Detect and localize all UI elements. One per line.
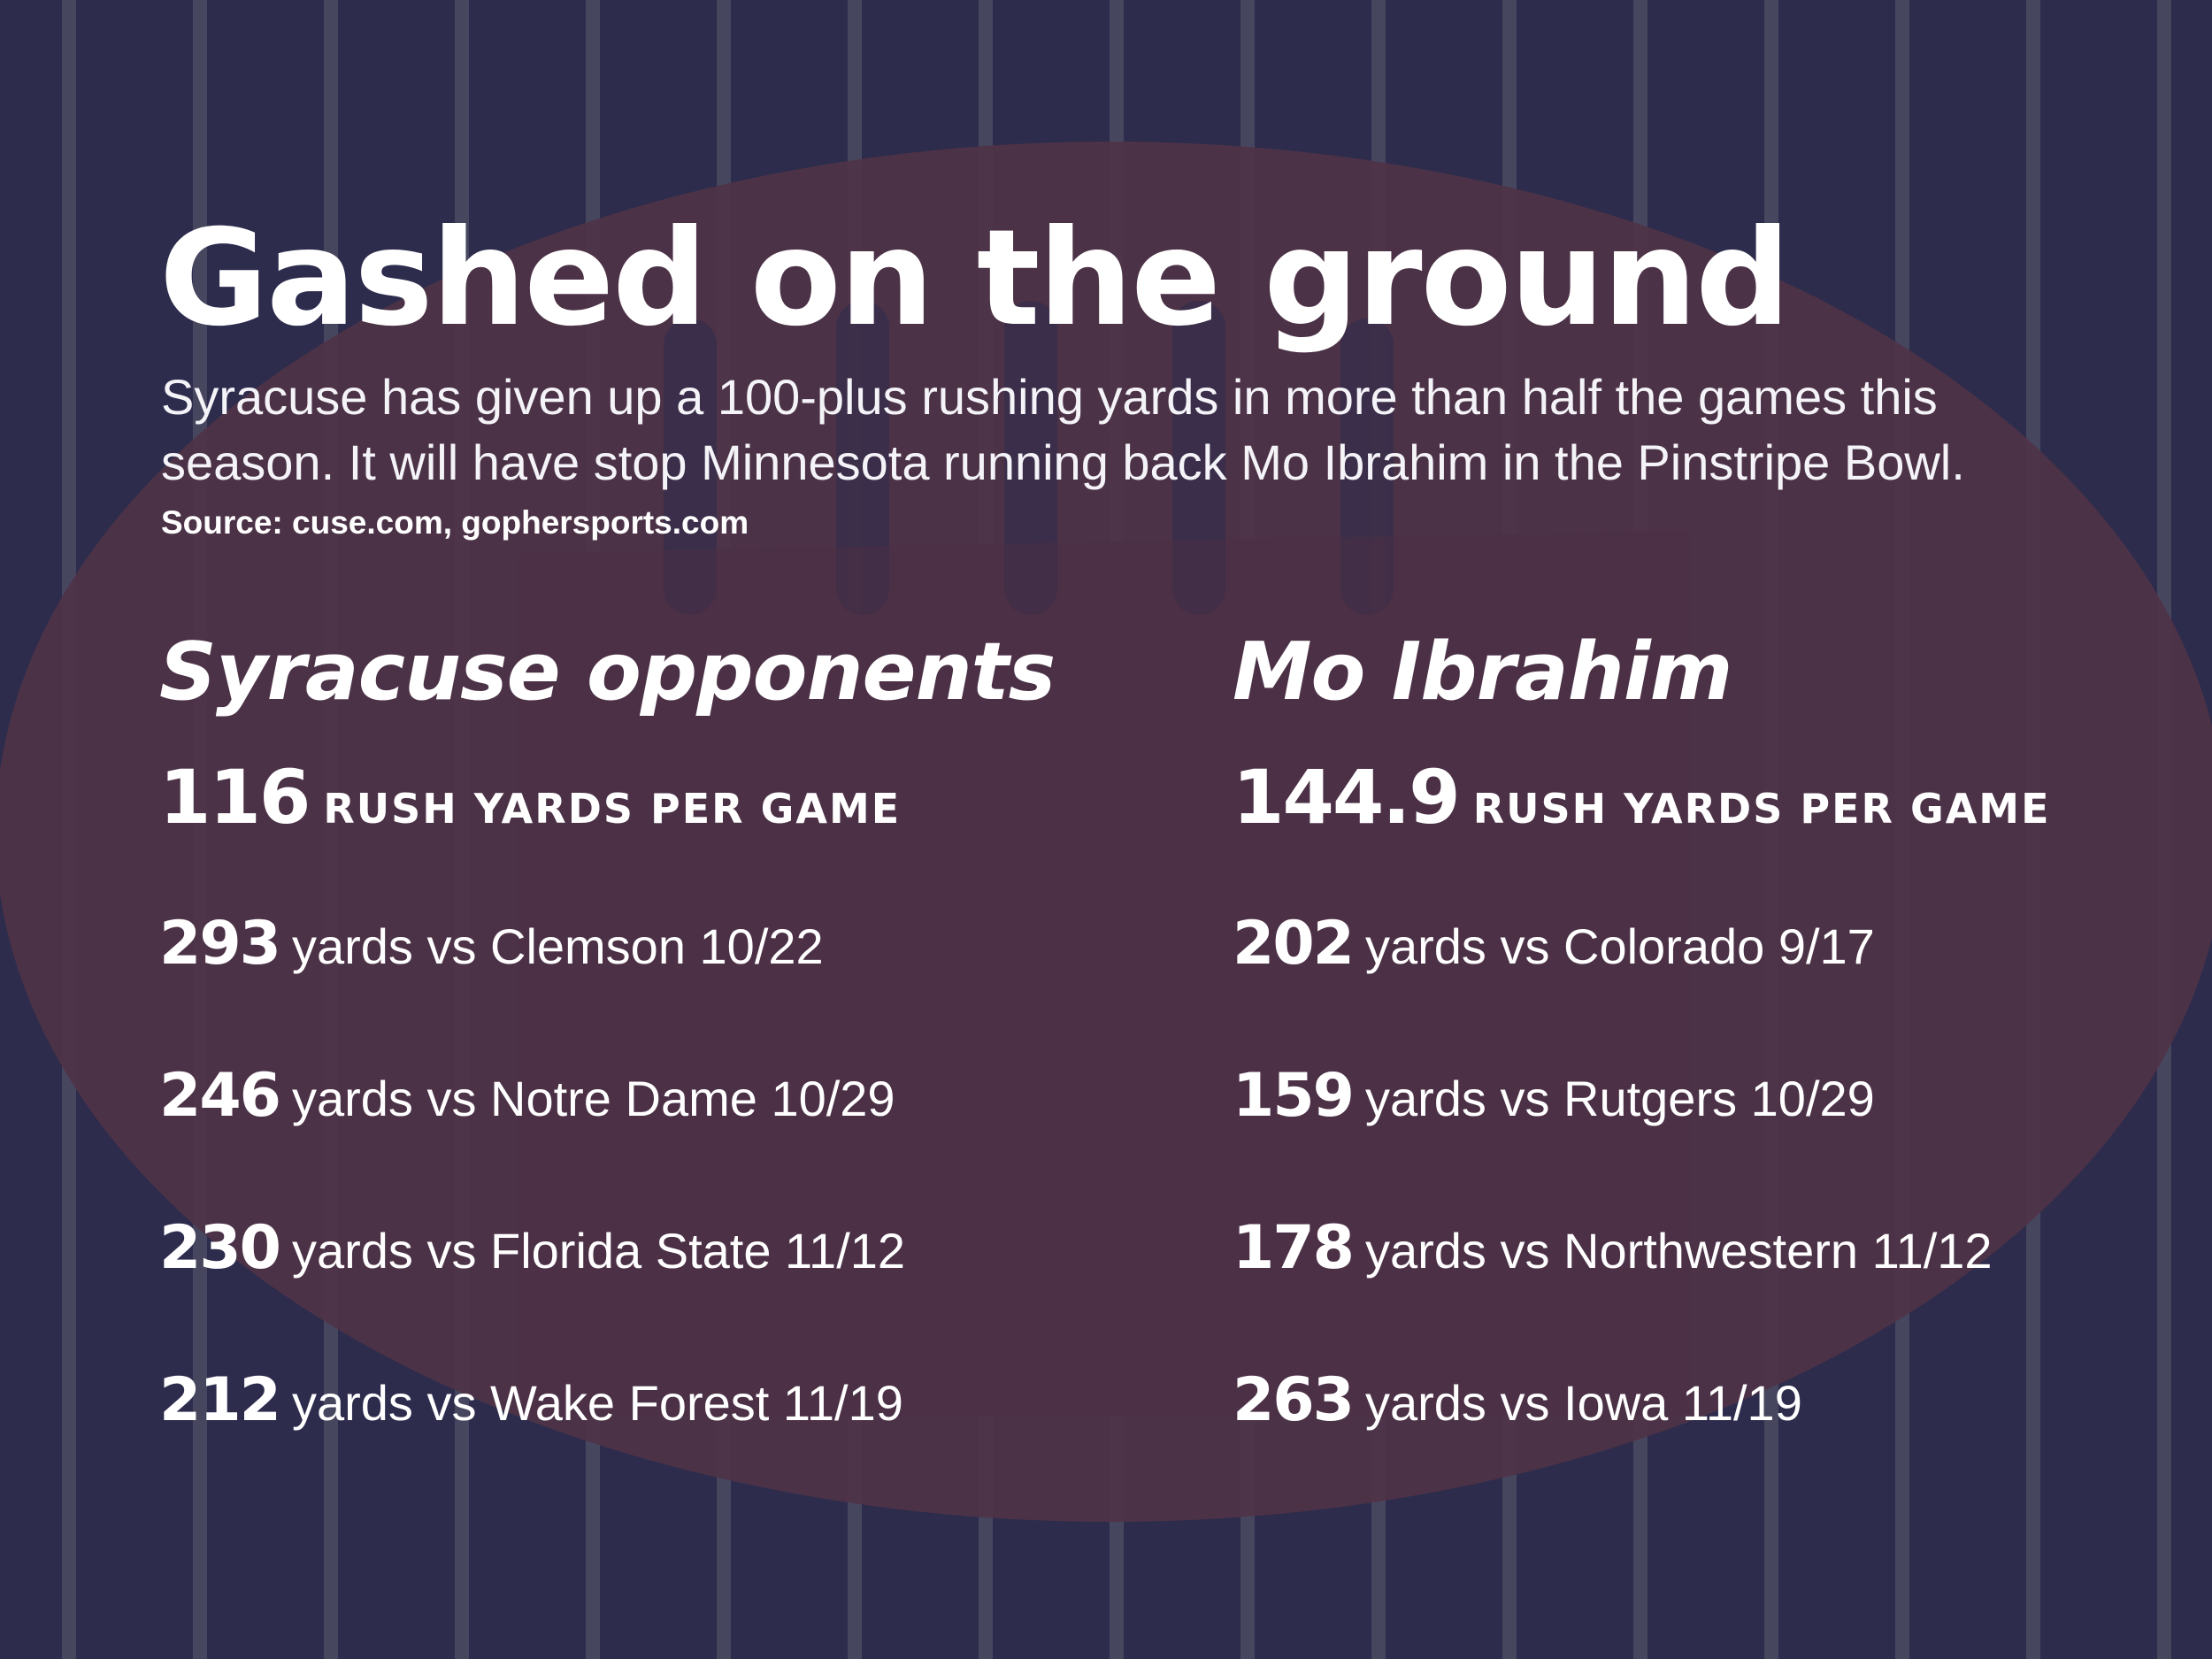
game-yards: 263 <box>1233 1365 1355 1435</box>
list-item: 230 yards vs Florida State 11/12 <box>159 1213 1088 1365</box>
list-item: 159 yards vs Rutgers 10/29 <box>1233 1061 2162 1213</box>
page-title: Gashed on the ground <box>159 202 1791 356</box>
game-list: 202 yards vs Colorado 9/17 159 yards vs Ru… <box>1233 909 2162 1517</box>
average-label: RUSH YARDS PER GAME <box>323 785 902 833</box>
list-item: 263 yards vs Iowa 11/19 <box>1233 1365 2162 1517</box>
syracuse-opponents-column: Syracuse opponents 116 RUSH YARDS PER GAM… <box>159 619 1088 1517</box>
game-yards: 230 <box>159 1213 281 1283</box>
football-panel <box>518 531 1690 1416</box>
game-description: yards vs Wake Forest 11/19 <box>291 1375 903 1431</box>
list-item: 202 yards vs Colorado 9/17 <box>1233 909 2162 1061</box>
source-note: Source: cuse.com, gophersports.com <box>161 504 749 541</box>
game-description: yards vs Colorado 9/17 <box>1364 918 1875 974</box>
game-yards: 293 <box>159 909 281 979</box>
game-description: yards vs Florida State 11/12 <box>291 1223 906 1279</box>
game-description: yards vs Northwestern 11/12 <box>1364 1223 1993 1279</box>
game-yards: 246 <box>159 1061 281 1131</box>
game-yards: 178 <box>1233 1213 1355 1283</box>
list-item: 178 yards vs Northwestern 11/12 <box>1233 1213 2162 1365</box>
average-stat: 116 RUSH YARDS PER GAME <box>159 749 1088 868</box>
game-list: 293 yards vs Clemson 10/22 246 yards vs No… <box>159 909 1088 1517</box>
game-yards: 212 <box>159 1365 281 1435</box>
average-stat: 144.9 RUSH YARDS PER GAME <box>1233 749 2162 868</box>
column-heading: Mo Ibrahim <box>1233 626 1732 718</box>
mo-ibrahim-column: Mo Ibrahim 144.9 RUSH YARDS PER GAME 202 y… <box>1233 619 2162 1517</box>
list-item: 293 yards vs Clemson 10/22 <box>159 909 1088 1061</box>
list-item: 212 yards vs Wake Forest 11/19 <box>159 1365 1088 1517</box>
average-value: 116 <box>159 754 311 841</box>
average-value: 144.9 <box>1233 754 1461 841</box>
page-subtitle: Syracuse has given up a 100-plus rushing… <box>161 369 1965 490</box>
game-description: yards vs Notre Dame 10/29 <box>291 1071 895 1126</box>
column-heading: Syracuse opponents <box>159 626 1056 718</box>
game-description: yards vs Rutgers 10/29 <box>1364 1071 1875 1126</box>
list-item: 246 yards vs Notre Dame 10/29 <box>159 1061 1088 1213</box>
average-label: RUSH YARDS PER GAME <box>1472 785 2051 833</box>
game-description: yards vs Iowa 11/19 <box>1364 1375 1802 1431</box>
game-yards: 159 <box>1233 1061 1355 1131</box>
game-yards: 202 <box>1233 909 1355 979</box>
game-description: yards vs Clemson 10/22 <box>291 918 824 974</box>
